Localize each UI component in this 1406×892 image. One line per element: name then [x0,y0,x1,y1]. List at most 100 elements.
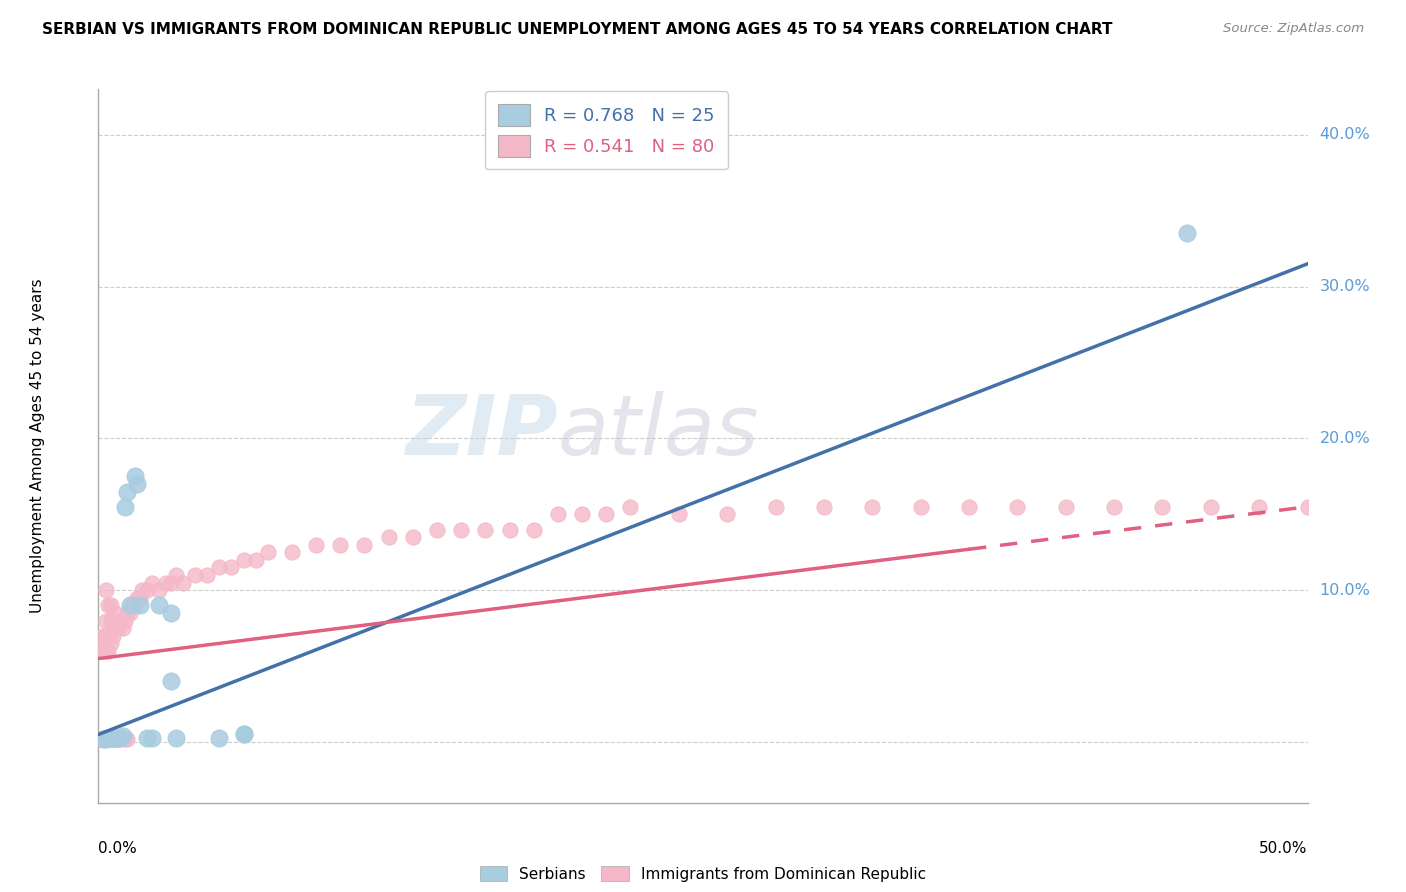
Point [91,644,114,658]
Point [329,538,352,552]
Point [571,508,593,522]
Point [135,731,157,745]
Point [100,636,122,650]
Text: 50.0%: 50.0% [1260,841,1308,855]
Point [111,621,134,635]
Point [141,731,163,745]
Point [104,606,127,620]
Text: 20.0%: 20.0% [1320,431,1371,446]
Point [97,644,120,658]
Text: 10.0%: 10.0% [1320,582,1371,598]
Point [523,523,546,537]
Point [195,568,218,582]
Point [1296,500,1319,514]
Point [107,731,129,745]
Point [1199,500,1222,514]
Point [94,629,117,643]
Point [232,727,254,741]
Point [165,731,187,745]
Point [1152,500,1174,514]
Point [910,500,932,514]
Point [245,553,267,567]
Point [118,599,141,613]
Point [160,575,183,590]
Point [450,523,472,537]
Text: atlas: atlas [558,392,759,472]
Point [108,614,131,628]
Point [94,644,117,658]
Point [155,575,177,590]
Point [957,500,980,514]
Point [90,644,112,658]
Point [127,477,149,491]
Point [121,599,143,613]
Point [668,508,690,522]
Point [124,599,146,613]
Point [426,523,449,537]
Point [1249,500,1271,514]
Point [184,568,207,582]
Point [94,732,117,747]
Point [97,599,120,613]
Point [131,583,153,598]
Point [101,731,124,745]
Text: 30.0%: 30.0% [1320,279,1371,294]
Point [148,583,170,598]
Point [172,575,194,590]
Point [100,732,122,747]
Point [595,508,617,522]
Point [97,732,120,747]
Point [91,732,114,747]
Point [100,731,122,745]
Point [90,732,112,747]
Point [108,731,131,745]
Point [402,530,425,544]
Point [128,599,150,613]
Point [127,591,149,605]
Point [94,732,117,747]
Point [91,629,114,643]
Point [221,560,243,574]
Point [101,732,124,747]
Point [94,583,117,598]
Point [377,530,399,544]
Point [232,727,254,741]
Point [94,614,117,628]
Point [1054,500,1077,514]
Point [498,523,520,537]
Point [1007,500,1029,514]
Point [91,732,114,747]
Point [107,621,129,635]
Point [281,545,304,559]
Point [97,731,120,745]
Point [716,508,738,522]
Text: ZIP: ZIP [405,392,558,472]
Point [208,731,231,745]
Point [101,614,124,628]
Text: SERBIAN VS IMMIGRANTS FROM DOMINICAN REPUBLIC UNEMPLOYMENT AMONG AGES 45 TO 54 Y: SERBIAN VS IMMIGRANTS FROM DOMINICAN REP… [42,22,1112,37]
Point [114,732,136,747]
Point [135,583,157,598]
Point [148,599,170,613]
Point [117,484,139,499]
Point [141,575,163,590]
Point [208,560,231,574]
Point [160,674,183,689]
Point [118,606,141,620]
Point [114,614,136,628]
Point [165,568,187,582]
Point [101,629,124,643]
Text: 0.0%: 0.0% [98,841,138,855]
Point [111,729,134,743]
Point [765,500,787,514]
Point [619,500,641,514]
Point [305,538,328,552]
Point [1175,227,1198,241]
Point [256,545,278,559]
Point [104,732,127,747]
Point [114,500,136,514]
Point [160,606,183,620]
Point [1102,500,1125,514]
Point [813,500,835,514]
Point [100,614,122,628]
